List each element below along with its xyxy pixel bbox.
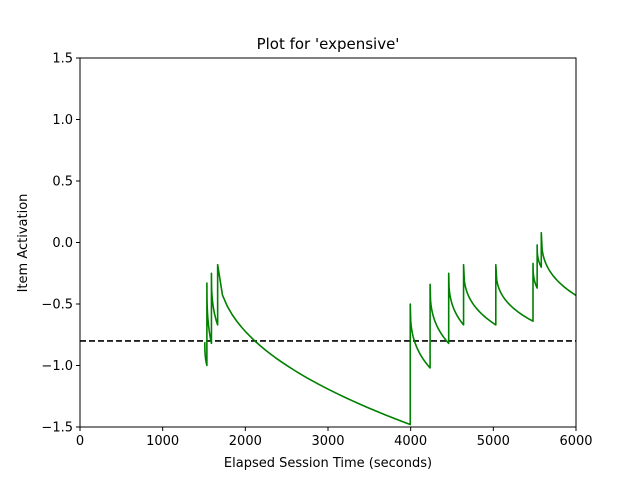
y-tick-label-5: 1.0 <box>52 113 73 128</box>
plot-marks <box>80 231 577 426</box>
y-tick-label-0: −1.5 <box>41 421 73 436</box>
y-tick-label-1: −1.0 <box>41 359 73 374</box>
y-tick-label-2: −0.5 <box>41 298 73 313</box>
x-tick-label-5: 5000 <box>477 434 510 449</box>
x-tick-label-3: 3000 <box>311 434 344 449</box>
x-tick-label-4: 4000 <box>394 434 427 449</box>
y-tick-label-3: 0.0 <box>52 236 73 251</box>
y-tick-label-4: 0.5 <box>52 175 73 190</box>
chart-title: Plot for 'expensive' <box>257 35 400 53</box>
x-tick-label-6: 6000 <box>559 434 592 449</box>
x-tick-label-1: 1000 <box>146 434 179 449</box>
x-axis-label: Elapsed Session Time (seconds) <box>224 456 432 471</box>
axes: 0 1000 2000 3000 4000 5000 6000 −1.5 −1.0 −0.5 0.0… <box>41 52 592 450</box>
x-tick-label-0: 0 <box>76 434 84 449</box>
y-axis-label: Item Activation <box>16 194 31 293</box>
y-tick-label-6: 1.5 <box>52 52 73 67</box>
x-tick-label-2: 2000 <box>229 434 262 449</box>
series-line-0 <box>204 231 577 426</box>
